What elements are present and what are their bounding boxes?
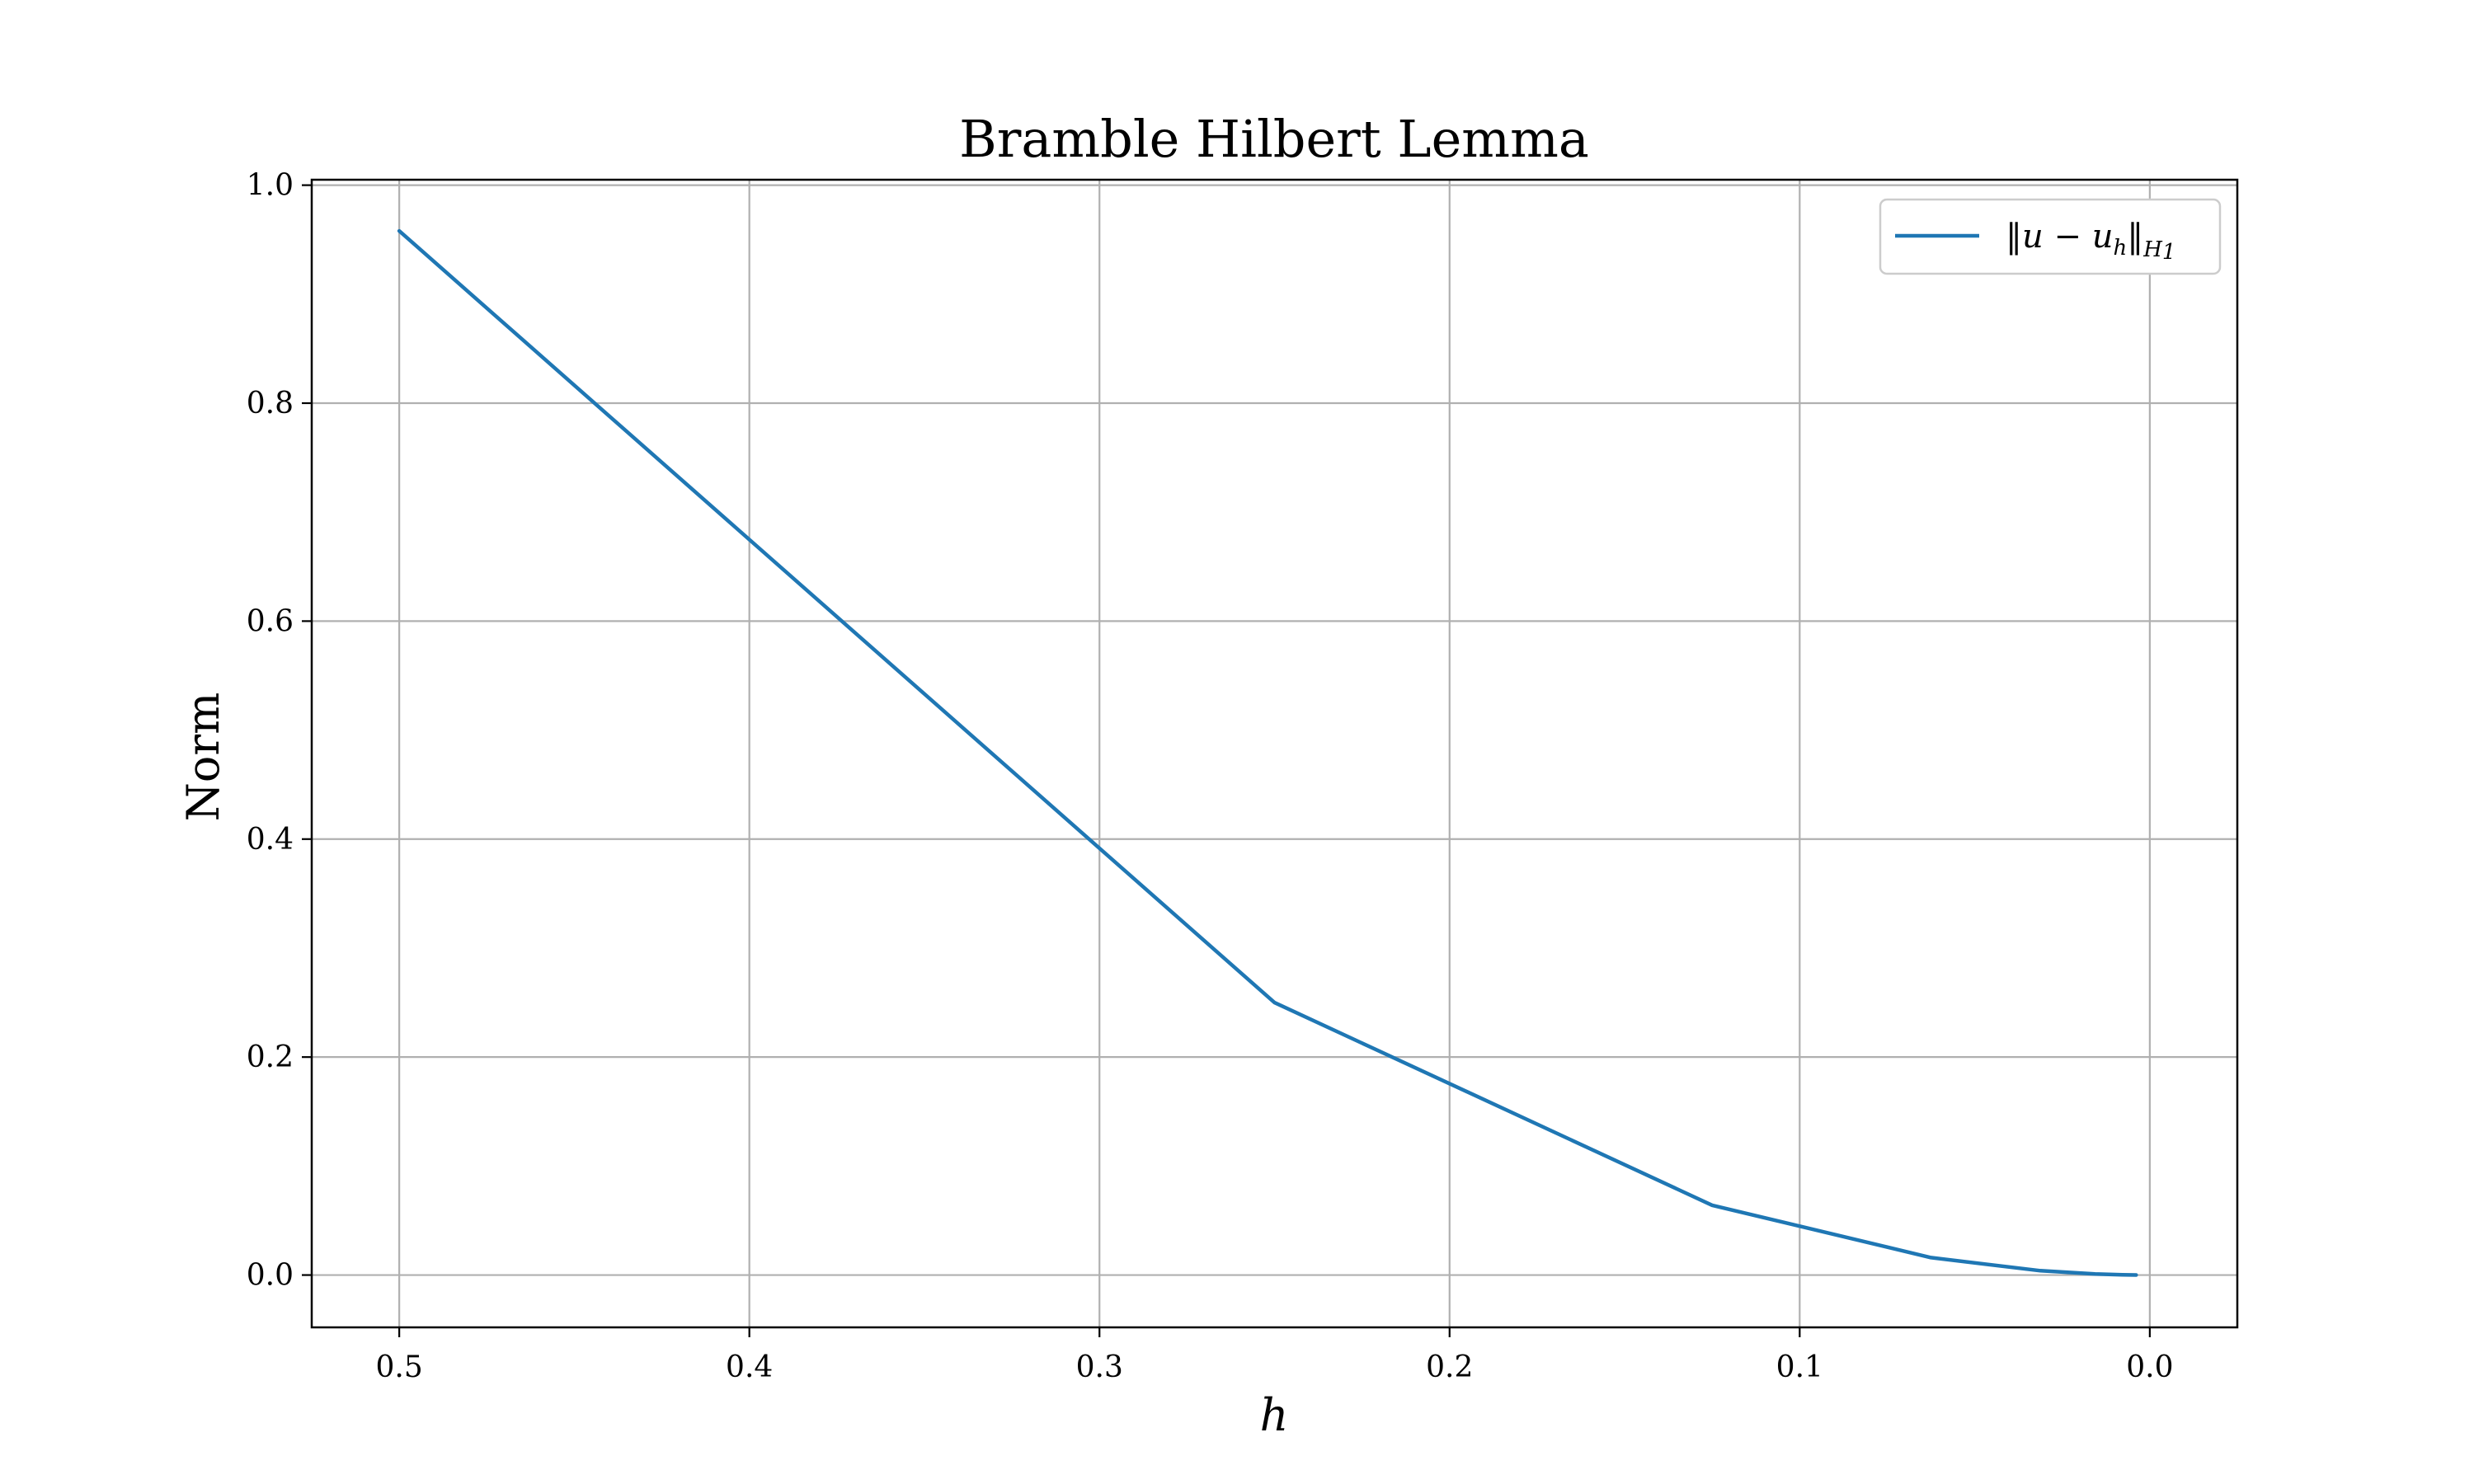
grid <box>312 180 2237 1327</box>
legend-box <box>1879 198 2222 275</box>
x-tick-label: 0.5 <box>376 1350 423 1384</box>
y-tick-label: 0.4 <box>247 823 294 857</box>
y-tick-label: 0.6 <box>247 604 294 638</box>
x-tick-label: 0.3 <box>1076 1350 1123 1384</box>
x-tick-label: 0.1 <box>1776 1350 1823 1384</box>
series-line-0 <box>397 228 2138 1277</box>
y-axis-label: Norm <box>177 693 229 822</box>
x-tick-label: 0.0 <box>2126 1350 2173 1384</box>
chart-title: Bramble Hilbert Lemma <box>959 109 1589 169</box>
x-axis-label: h <box>1260 1389 1289 1441</box>
legend-label-sub-h: h <box>2113 236 2127 261</box>
y-tick-label: 0.0 <box>247 1259 294 1293</box>
x-tick-label: 0.2 <box>1426 1350 1473 1384</box>
plot-frame <box>310 178 2239 1329</box>
y-tick-label: 0.8 <box>247 387 294 420</box>
legend-label-sub-1: 1 <box>2162 240 2176 265</box>
legend-label-norm-close: ‖ <box>2127 218 2143 256</box>
y-tick-label: 1.0 <box>247 169 294 203</box>
ticks: 0.5 0.4 0.3 0.2 0.1 0.0 0.0 0.2 0.4 0.6 0.8 1.0 <box>247 169 2174 1384</box>
x-tick-label: 0.4 <box>726 1350 773 1384</box>
series-layer <box>397 228 2138 1277</box>
legend-label-main: ‖u − u <box>2006 218 2113 256</box>
legend-label-sub-H: H <box>2142 237 2163 262</box>
y-tick-label: 0.2 <box>247 1040 294 1074</box>
legend-label: ‖u − uh‖H1 <box>2006 218 2175 265</box>
legend: ‖u − uh‖H1 <box>1879 198 2222 275</box>
